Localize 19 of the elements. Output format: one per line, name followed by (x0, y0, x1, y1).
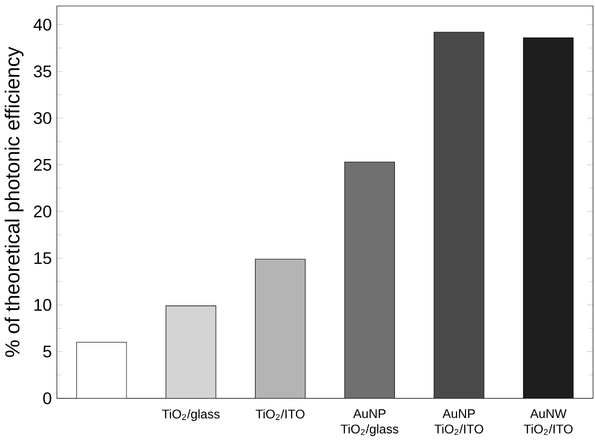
x-tick-label: TiO$_{2}$/ITO (256, 409, 304, 420)
y-tick-label: 0 (43, 392, 52, 404)
x-tick-label: AuNP TiO$_{2}$/glass (340, 409, 398, 436)
y-tick-label: 40 (34, 18, 52, 31)
bar (434, 32, 484, 398)
x-tick-label: AuNW TiO$_{2}$/ITO (524, 409, 573, 436)
y-tick-label: 25 (34, 158, 52, 171)
y-tick-label: 35 (34, 66, 52, 78)
y-tick-label: 15 (34, 252, 52, 264)
bar (523, 38, 574, 398)
y-tick-label: 20 (34, 206, 52, 218)
y-tick-label: 10 (34, 299, 52, 311)
bar (166, 306, 216, 398)
bar (76, 342, 127, 398)
x-tick-label: AuNP TiO$_{2}$/ITO (434, 409, 484, 436)
y-tick-label: 5 (43, 346, 52, 358)
x-tick-label: TiO$_{2}$/glass (162, 409, 220, 422)
y-tick-label: 30 (34, 112, 52, 124)
y-axis-title: % of theoretical photonic efficiency (4, 46, 24, 358)
